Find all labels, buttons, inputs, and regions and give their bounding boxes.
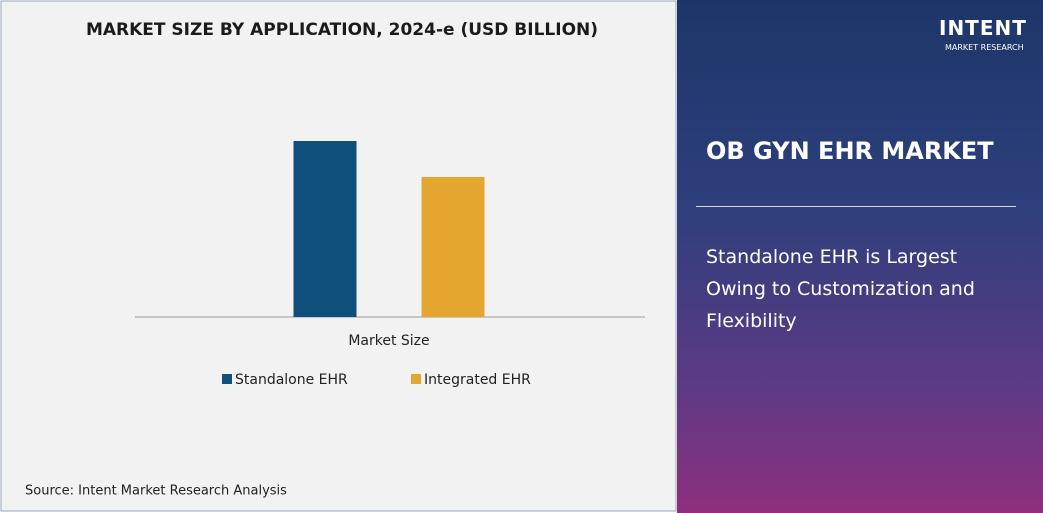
panel-title: OB GYN EHR MARKET	[706, 137, 994, 165]
x-tick-label: Market Size	[348, 333, 429, 349]
source: Source: Intent Market Research Analysis	[25, 484, 287, 499]
chart: MARKET SIZE BY APPLICATION, 2024-e (USD …	[0, 0, 677, 512]
legend-label: Standalone EHR	[235, 372, 348, 388]
legend-swatch	[411, 374, 421, 384]
chart-title: MARKET SIZE BY APPLICATION, 2024-e (USD …	[86, 20, 598, 40]
bar	[421, 177, 485, 317]
legend-swatch	[222, 374, 232, 384]
bar	[293, 141, 357, 317]
side-panel: INTENT MARKET RESEARCH OB GYN EHR MARKET…	[677, 0, 1043, 513]
logo-name: INTENT	[939, 16, 1027, 40]
divider	[696, 206, 1016, 207]
panel-headline: Standalone EHR is Largest Owing to Custo…	[706, 246, 975, 332]
legend-label: Integrated EHR	[424, 372, 531, 388]
logo-tagline: MARKET RESEARCH	[945, 43, 1024, 52]
